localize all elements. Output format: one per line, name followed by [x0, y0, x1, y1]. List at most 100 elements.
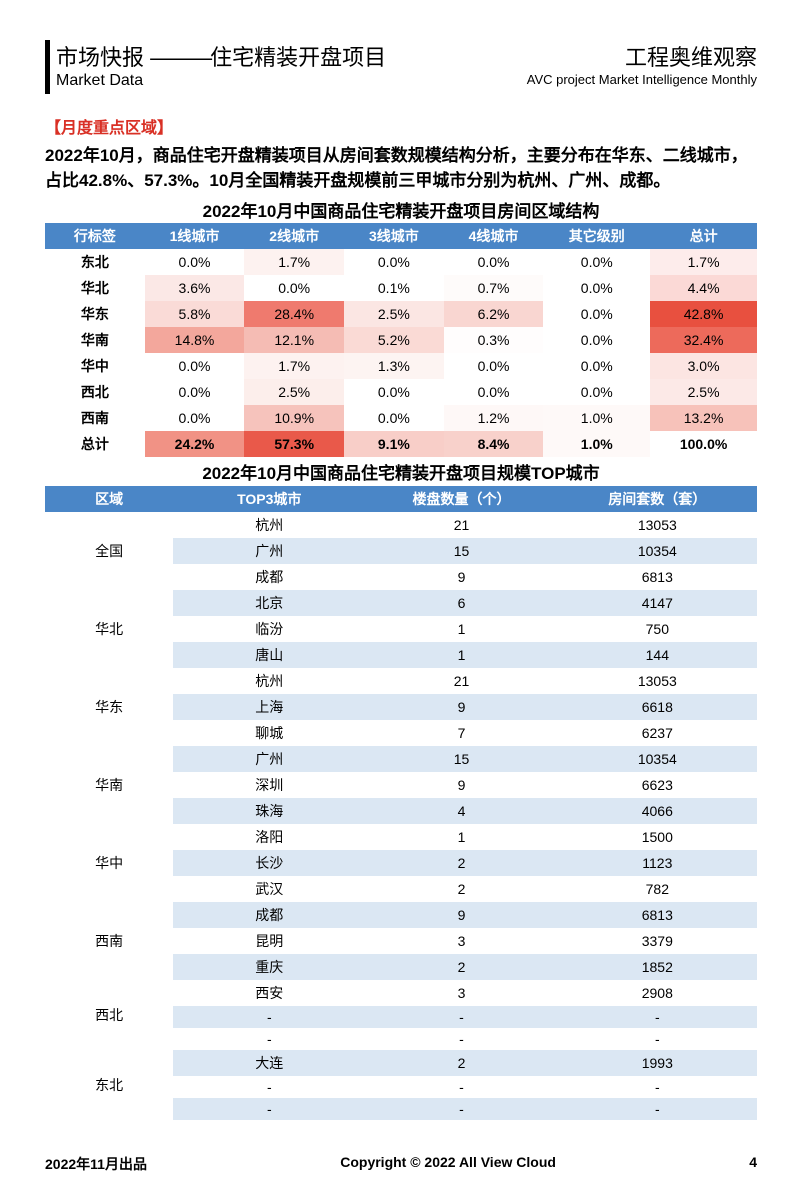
table1-cell: 14.8% — [145, 327, 245, 353]
footer-left: 2022年11月出品 — [45, 1154, 147, 1174]
table2-cell: 广州 — [173, 538, 365, 564]
table1-cell: 28.4% — [244, 301, 344, 327]
table1-row-label: 华东 — [45, 301, 145, 327]
table1-cell: 12.1% — [244, 327, 344, 353]
table1-cell: 0.0% — [444, 249, 544, 275]
table1-cell: 3.6% — [145, 275, 245, 301]
table1-cell: 0.0% — [145, 379, 245, 405]
table1-cell: 0.0% — [145, 353, 245, 379]
table2-cell: - — [558, 1098, 757, 1120]
table1-cell: 3.0% — [650, 353, 757, 379]
table1-header-cell: 3线城市 — [344, 223, 444, 249]
page-header: 市场快报 ———住宅精装开盘项目 Market Data 工程奥维观察 AVC … — [45, 40, 757, 94]
table2-cell: 1993 — [558, 1050, 757, 1076]
table1-header-cell: 总计 — [650, 223, 757, 249]
table1-header-cell: 其它级别 — [543, 223, 650, 249]
table2-cell: 9 — [365, 902, 557, 928]
table2-cell: 13053 — [558, 512, 757, 538]
table2-cell: 6618 — [558, 694, 757, 720]
top-cities-table: 区域TOP3城市楼盘数量（个）房间套数（套） 全国杭州2113053广州1510… — [45, 486, 757, 1120]
table2-cell: - — [173, 1076, 365, 1098]
table2-cell: 10354 — [558, 538, 757, 564]
table2-cell: 750 — [558, 616, 757, 642]
table2-cell: 9 — [365, 694, 557, 720]
table2-cell: 6813 — [558, 902, 757, 928]
table1-cell: 9.1% — [344, 431, 444, 457]
table2-cell: 聊城 — [173, 720, 365, 746]
table2-cell: 10354 — [558, 746, 757, 772]
table2-cell: 2 — [365, 1050, 557, 1076]
table2-header-cell: TOP3城市 — [173, 486, 365, 512]
header-right: 工程奥维观察 AVC project Market Intelligence M… — [527, 40, 757, 87]
table2-cell: 大连 — [173, 1050, 365, 1076]
table2-cell: 4147 — [558, 590, 757, 616]
table1-cell: 42.8% — [650, 301, 757, 327]
table1-row-label: 华北 — [45, 275, 145, 301]
table2-region-cell: 华南 — [45, 746, 173, 824]
table1-cell: 0.0% — [145, 249, 245, 275]
table1-cell: 100.0% — [650, 431, 757, 457]
table2-cell: 北京 — [173, 590, 365, 616]
header-sep: ——— — [150, 45, 210, 70]
header-left: 市场快报 ———住宅精装开盘项目 Market Data — [45, 40, 386, 94]
table2-cell: 2 — [365, 850, 557, 876]
header-left-cn-b: 住宅精装开盘项目 — [210, 45, 386, 70]
table1-cell: 0.3% — [444, 327, 544, 353]
table1-cell: 2.5% — [650, 379, 757, 405]
table1-cell: 1.7% — [650, 249, 757, 275]
table1-cell: 0.0% — [344, 405, 444, 431]
table1-cell: 0.0% — [543, 249, 650, 275]
table2-cell: 昆明 — [173, 928, 365, 954]
table2-cell: 深圳 — [173, 772, 365, 798]
table2-cell: 6 — [365, 590, 557, 616]
table2-cell: 3379 — [558, 928, 757, 954]
table2-cell: 13053 — [558, 668, 757, 694]
table2-cell: 1 — [365, 824, 557, 850]
table1-cell: 4.4% — [650, 275, 757, 301]
table2-cell: 长沙 — [173, 850, 365, 876]
table1-header-cell: 2线城市 — [244, 223, 344, 249]
table2-cell: 6623 — [558, 772, 757, 798]
table2-cell: 唐山 — [173, 642, 365, 668]
table2-cell: 珠海 — [173, 798, 365, 824]
table1-header-cell: 4线城市 — [444, 223, 544, 249]
table2-cell: 9 — [365, 564, 557, 590]
table2-region-cell: 东北 — [45, 1050, 173, 1120]
table1-cell: 0.0% — [543, 275, 650, 301]
table2-cell: 1500 — [558, 824, 757, 850]
table2-cell: 洛阳 — [173, 824, 365, 850]
table1-cell: 0.0% — [344, 249, 444, 275]
table1-cell: 1.2% — [444, 405, 544, 431]
header-left-cn-a: 市场快报 — [56, 45, 144, 70]
table1-cell: 13.2% — [650, 405, 757, 431]
footer-center: Copyright © 2022 All View Cloud — [340, 1154, 556, 1174]
table2-cell: 2 — [365, 954, 557, 980]
table2-region-cell: 西北 — [45, 980, 173, 1050]
header-vbar — [45, 40, 50, 94]
table2-cell: 6237 — [558, 720, 757, 746]
table2-region-cell: 全国 — [45, 512, 173, 590]
table2-cell: 6813 — [558, 564, 757, 590]
table2-cell: 重庆 — [173, 954, 365, 980]
table1-row-label: 西北 — [45, 379, 145, 405]
region-structure-table: 行标签1线城市2线城市3线城市4线城市其它级别总计 东北0.0%1.7%0.0%… — [45, 223, 757, 457]
table2-cell: - — [365, 1076, 557, 1098]
table1-cell: 0.0% — [543, 327, 650, 353]
table2-cell: 4066 — [558, 798, 757, 824]
table2-cell: - — [558, 1006, 757, 1028]
section-heading: 【月度重点区域】 — [45, 114, 757, 138]
table1-cell: 0.0% — [543, 379, 650, 405]
table2-region-cell: 华北 — [45, 590, 173, 668]
table2-header-cell: 楼盘数量（个） — [365, 486, 557, 512]
table1-cell: 5.8% — [145, 301, 245, 327]
table2-cell: 7 — [365, 720, 557, 746]
table1-cell: 32.4% — [650, 327, 757, 353]
table1-cell: 5.2% — [344, 327, 444, 353]
table2-cell: 144 — [558, 642, 757, 668]
table1-cell: 24.2% — [145, 431, 245, 457]
table2-cell: 4 — [365, 798, 557, 824]
table2-cell: 782 — [558, 876, 757, 902]
table2-header-cell: 区域 — [45, 486, 173, 512]
table2-cell: 西安 — [173, 980, 365, 1006]
header-left-en: Market Data — [56, 72, 386, 90]
